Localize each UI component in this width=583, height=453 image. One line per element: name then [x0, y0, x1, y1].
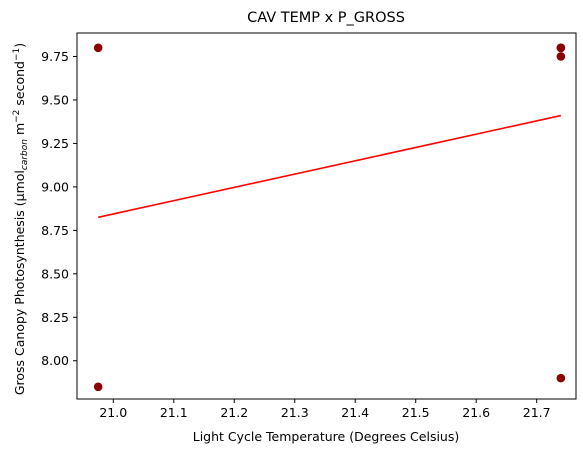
scatter-point — [93, 43, 103, 53]
scatter-point — [556, 43, 566, 53]
y-axis-label: Gross Canopy Photosynthesis (μmolcarbon … — [12, 43, 30, 395]
x-axis-ticks: 21.0 21.1 21.2 21.3 21.4 21.5 21.6 21.7 — [99, 399, 551, 420]
y-tick-label: 9.00 — [41, 179, 69, 194]
plot-frame — [76, 32, 577, 400]
scatter-point — [556, 373, 566, 383]
x-tick-label: 21.3 — [281, 405, 309, 420]
chart-title: CAV TEMP x P_GROSS — [247, 10, 405, 26]
x-tick-label: 21.0 — [99, 405, 127, 420]
x-tick-label: 21.5 — [402, 405, 430, 420]
y-tick-label: 8.75 — [41, 223, 69, 238]
x-tick-label: 21.7 — [523, 405, 551, 420]
y-axis-ticks: 8.00 8.25 8.50 8.75 9.00 9.25 9.50 9.75 — [41, 49, 77, 368]
plot-area — [93, 43, 566, 392]
x-tick-label: 21.6 — [462, 405, 490, 420]
x-tick-label: 21.2 — [220, 405, 248, 420]
scatter-point — [93, 382, 103, 392]
x-tick-label: 21.1 — [160, 405, 188, 420]
y-tick-label: 8.50 — [41, 266, 69, 281]
x-axis-label: Light Cycle Temperature (Degrees Celsius… — [193, 429, 460, 444]
y-tick-label: 8.00 — [41, 353, 69, 368]
y-tick-label: 8.25 — [41, 310, 69, 325]
y-tick-label: 9.50 — [41, 92, 69, 107]
y-tick-label: 9.75 — [41, 49, 69, 64]
x-tick-label: 21.4 — [341, 405, 369, 420]
trend-line — [97, 114, 562, 219]
y-tick-label: 9.25 — [41, 136, 69, 151]
scatter-point — [556, 52, 566, 61]
